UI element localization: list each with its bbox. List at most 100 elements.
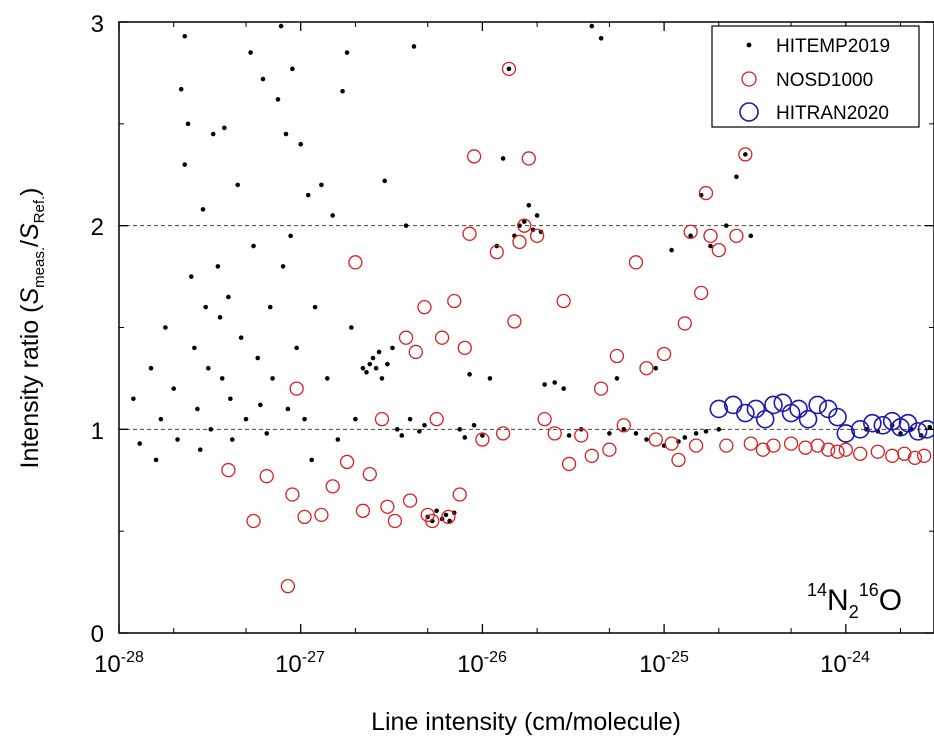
point-hitemp2019: [417, 429, 422, 434]
point-hitemp2019: [226, 294, 231, 300]
point-nosd1000: [380, 499, 395, 514]
point-hitemp2019: [182, 33, 188, 39]
point-hitemp2019: [552, 380, 558, 385]
point-hitemp2019: [200, 207, 206, 212]
point-nosd1000: [355, 503, 371, 518]
y-tick-label-2: 2: [91, 214, 104, 241]
point-nosd1000: [798, 440, 813, 455]
point-hitemp2019: [335, 437, 341, 442]
point-hitemp2019: [285, 406, 291, 412]
point-hitemp2019: [182, 162, 188, 167]
point-hitemp2019: [189, 274, 194, 279]
point-hitemp2019: [403, 223, 409, 228]
point-hitemp2019: [467, 372, 472, 377]
x-tick-label-1e-25: 10-25: [639, 649, 689, 678]
point-hitemp2019: [534, 213, 540, 218]
point-hitran2020: [773, 393, 793, 413]
point-nosd1000: [907, 450, 923, 465]
point-nosd1000: [719, 438, 734, 453]
point-nosd1000: [628, 255, 644, 270]
point-nosd1000: [547, 426, 562, 441]
point-nosd1000: [821, 442, 836, 457]
point-hitemp2019: [258, 402, 263, 408]
point-nosd1000: [639, 361, 654, 376]
point-hitemp2019: [229, 437, 235, 442]
point-hitemp2019: [344, 50, 350, 55]
point-hitemp2019: [302, 416, 307, 422]
point-hitemp2019: [693, 431, 699, 436]
y-axis-title: Intensity ratio (Smeas./SRef.): [16, 188, 48, 469]
x-tick-label-1e-28: 10-28: [94, 649, 144, 678]
point-nosd1000: [853, 446, 868, 461]
point-hitemp2019: [175, 437, 180, 442]
point-hitemp2019: [526, 203, 532, 208]
point-hitemp2019: [471, 422, 477, 428]
point-nosd1000: [664, 436, 679, 451]
point-hitemp2019: [382, 178, 388, 184]
point-hitemp2019: [197, 447, 203, 453]
point-hitemp2019: [267, 304, 273, 310]
point-hitemp2019: [743, 152, 748, 157]
point-hitran2020: [908, 422, 928, 441]
point-hitemp2019: [163, 325, 168, 330]
point-hitemp2019: [251, 243, 256, 249]
point-hitemp2019: [724, 223, 729, 228]
y-tick-label-3: 3: [91, 11, 104, 38]
point-nosd1000: [398, 330, 414, 345]
point-hitemp2019: [521, 219, 527, 224]
point-nosd1000: [616, 418, 631, 433]
data-points: [131, 23, 934, 594]
point-hitemp2019: [171, 386, 176, 391]
point-hitemp2019: [238, 335, 244, 340]
point-hitemp2019: [158, 416, 164, 422]
point-nosd1000: [434, 330, 450, 345]
point-hitemp2019: [480, 433, 485, 438]
reference-lines: [119, 225, 934, 430]
point-hitemp2019: [385, 361, 390, 367]
point-hitemp2019: [633, 431, 639, 436]
point-nosd1000: [387, 513, 403, 529]
point-hitemp2019: [411, 44, 417, 49]
point-hitemp2019: [376, 349, 382, 355]
legend-marker-nosd1000: [741, 71, 757, 87]
point-nosd1000: [537, 411, 552, 427]
point-hitran2020: [723, 395, 743, 415]
point-nosd1000: [441, 509, 456, 525]
point-nosd1000: [289, 381, 304, 396]
point-hitemp2019: [370, 355, 376, 361]
point-hitemp2019: [270, 376, 275, 381]
point-nosd1000: [703, 228, 718, 244]
point-hitemp2019: [506, 66, 512, 72]
point-hitemp2019: [324, 376, 330, 381]
point-nosd1000: [677, 316, 692, 331]
point-nosd1000: [501, 61, 517, 76]
molecule-annotation: 14N216O: [807, 580, 902, 622]
point-hitemp2019: [185, 121, 191, 127]
point-hitran2020: [850, 420, 870, 439]
point-nosd1000: [246, 513, 261, 529]
legend-box: [711, 25, 920, 128]
point-hitran2020: [746, 399, 766, 419]
point-nosd1000: [348, 255, 363, 270]
point-nosd1000: [374, 411, 390, 427]
point-nosd1000: [402, 493, 418, 508]
point-hitemp2019: [228, 396, 233, 402]
point-hitemp2019: [566, 433, 572, 438]
y-tick-label-0: 0: [91, 621, 104, 648]
point-hitemp2019: [688, 233, 693, 239]
point-hitemp2019: [137, 441, 143, 446]
legend-label-nosd1000: NOSD1000: [776, 70, 873, 91]
point-nosd1000: [447, 293, 462, 309]
point-hitemp2019: [653, 365, 659, 371]
point-hitemp2019: [215, 264, 221, 269]
point-hitemp2019: [390, 345, 395, 351]
point-hitemp2019: [203, 304, 208, 310]
point-nosd1000: [766, 438, 781, 453]
point-hitemp2019: [283, 131, 289, 137]
point-hitran2020: [736, 403, 755, 423]
point-hitemp2019: [500, 156, 506, 161]
point-hitemp2019: [748, 233, 754, 239]
point-nosd1000: [521, 151, 536, 166]
point-hitemp2019: [148, 365, 154, 371]
